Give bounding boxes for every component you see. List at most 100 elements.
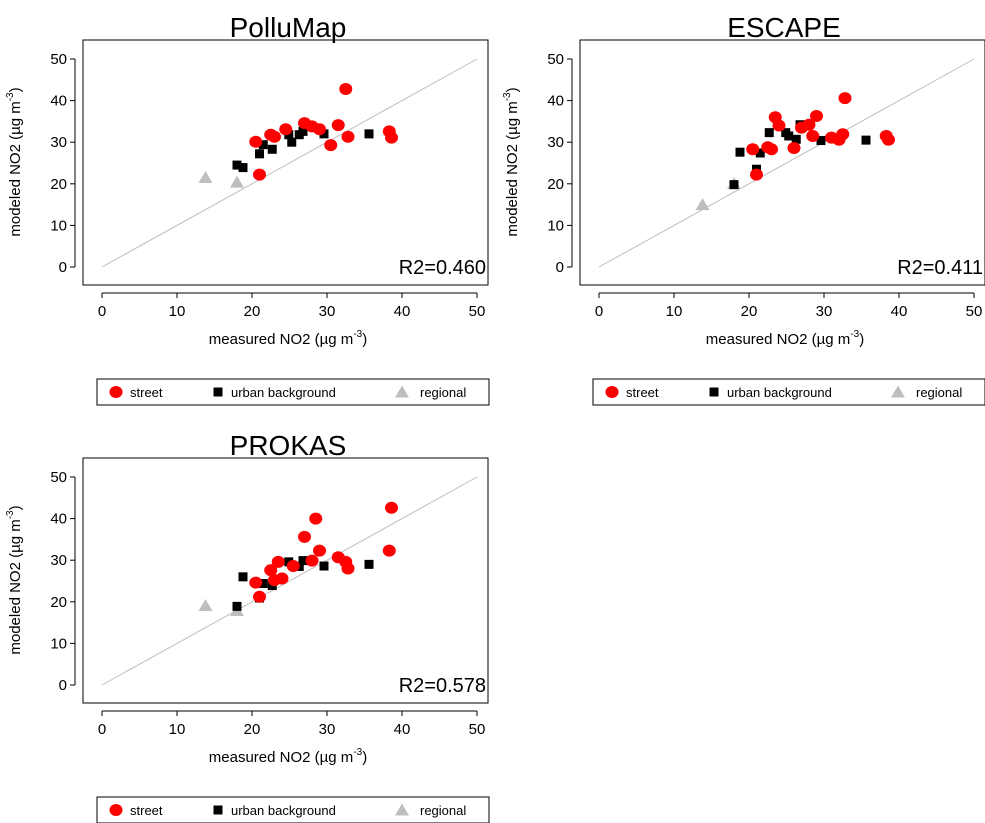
urban-background-point-3 [258,578,268,588]
legend-label-urban-background: urban background [231,385,336,400]
x-tick-label: 0 [98,721,106,738]
x-axis-label-sup: -3 [353,747,362,758]
street-point-legend [605,386,619,398]
y-axis-label-sup: -3 [5,510,16,519]
y-tick-label: 40 [50,511,67,528]
street-point-13 [385,131,398,144]
urban-background-point-7 [791,134,801,144]
y-tick-label: 40 [50,93,67,110]
urban-background-point-3 [258,140,268,150]
x-axis-label-sup: -3 [850,329,859,340]
street-point-6 [286,560,300,573]
x-tick-label: 40 [394,721,411,738]
x-tick-label: 40 [394,303,411,320]
street-point-10 [810,109,823,122]
y-tick-label: 40 [547,93,564,110]
street-point-15 [385,501,398,514]
x-tick-label: 30 [816,303,833,320]
street-point-4 [271,555,285,568]
reference-line [101,58,478,268]
urban-background-point-0 [729,180,739,190]
series-street [746,92,895,181]
y-tick-label: 10 [50,217,67,234]
street-point-7 [298,530,311,543]
urban-background-point-8 [319,561,329,571]
y-tick-label: 10 [547,217,564,234]
street-point-0 [249,576,263,589]
street-point-9 [309,512,323,525]
street-point-2 [264,564,278,577]
street-point-4 [279,123,293,136]
urban-background-point-9 [816,136,826,146]
urban-background-point-7 [298,556,308,566]
y-axis-label-main: modeled NO2 (µg m [504,101,521,236]
legend-label-urban-background: urban background [231,803,336,818]
plot-frame [82,457,489,704]
r2-annotation: R2=0.411 [897,257,983,279]
urban-background-point-1 [735,147,745,157]
y-axis-label-sup: -3 [502,92,513,101]
urban-background-point-6 [784,131,794,141]
legend: street urban background regional [96,378,490,406]
x-tick-label: 20 [244,721,261,738]
urban-background-point-4 [267,144,277,154]
chart-panel-prokas: PROKAS 0 10 20 30 40 50 0 10 20 30 40 50 measured NO2… [5,430,490,823]
legend-box [96,378,490,406]
regional-point-legend [891,385,905,398]
chart-title: PolluMap [230,12,347,43]
series-urban-background [232,126,374,173]
y-axis-label-end: ) [504,87,521,92]
x-tick-label: 0 [98,303,106,320]
street-point-3 [765,143,778,156]
x-axis-label: measured NO2 (µg m-3) [706,329,864,348]
street-point-16 [882,133,895,146]
chart-title: PROKAS [230,430,347,461]
y-tick-label: 10 [50,635,67,652]
r2-annotation: R2=0.460 [399,257,486,279]
street-point-0 [746,143,760,156]
x-axis-label-end: ) [859,331,864,348]
urban-background-point-0 [232,601,242,611]
x-tick-label: 40 [891,303,908,320]
chart-panel-pollumap: PolluMap 0 10 20 30 40 50 0 10 20 30 40 50 measured N… [5,12,490,406]
urban-background-point-9 [364,559,374,569]
urban-background-point-6 [287,137,297,147]
legend-label-street: street [130,385,163,400]
legend-label-regional: regional [916,385,962,400]
legend-box [96,796,490,823]
urban-background-point-2 [255,149,264,159]
series-street [249,82,398,181]
street-point-9 [331,119,345,132]
chart-panel-escape: ESCAPE 0 10 20 30 40 50 0 10 20 30 40 50 measured NO2… [502,12,985,406]
y-axis-label: modeled NO2 (µg m-3) [5,87,24,236]
urban-background-point-9 [319,129,329,139]
urban-background-point-5 [284,130,294,140]
chart-title: ESCAPE [727,12,841,43]
urban-background-point-legend [709,387,719,397]
x-axis-label-main: measured NO2 (µg m [209,749,354,766]
legend-label-street: street [130,803,163,818]
street-point-9 [806,129,820,142]
urban-background-point-4 [764,128,774,138]
regional-point-0 [198,599,213,612]
street-point-14 [838,92,852,105]
regional-point-legend [395,385,409,398]
x-tick-label: 50 [469,721,486,738]
street-point-0 [249,135,263,148]
street-point-6 [787,142,801,155]
street-point-5 [772,119,786,132]
regional-point-0 [695,198,710,211]
street-point-1 [253,168,266,181]
urban-background-point-10 [364,129,374,139]
x-tick-label: 10 [169,721,186,738]
y-axis-label-end: ) [7,505,24,510]
street-point-5 [275,572,289,585]
series-regional [198,171,244,188]
street-point-legend [109,386,123,398]
x-axis-label-end: ) [362,749,367,766]
y-axis-label-sup: -3 [5,92,16,101]
urban-background-point-legend [213,387,223,397]
plot-frame [82,39,489,286]
urban-background-point-8 [298,126,308,136]
